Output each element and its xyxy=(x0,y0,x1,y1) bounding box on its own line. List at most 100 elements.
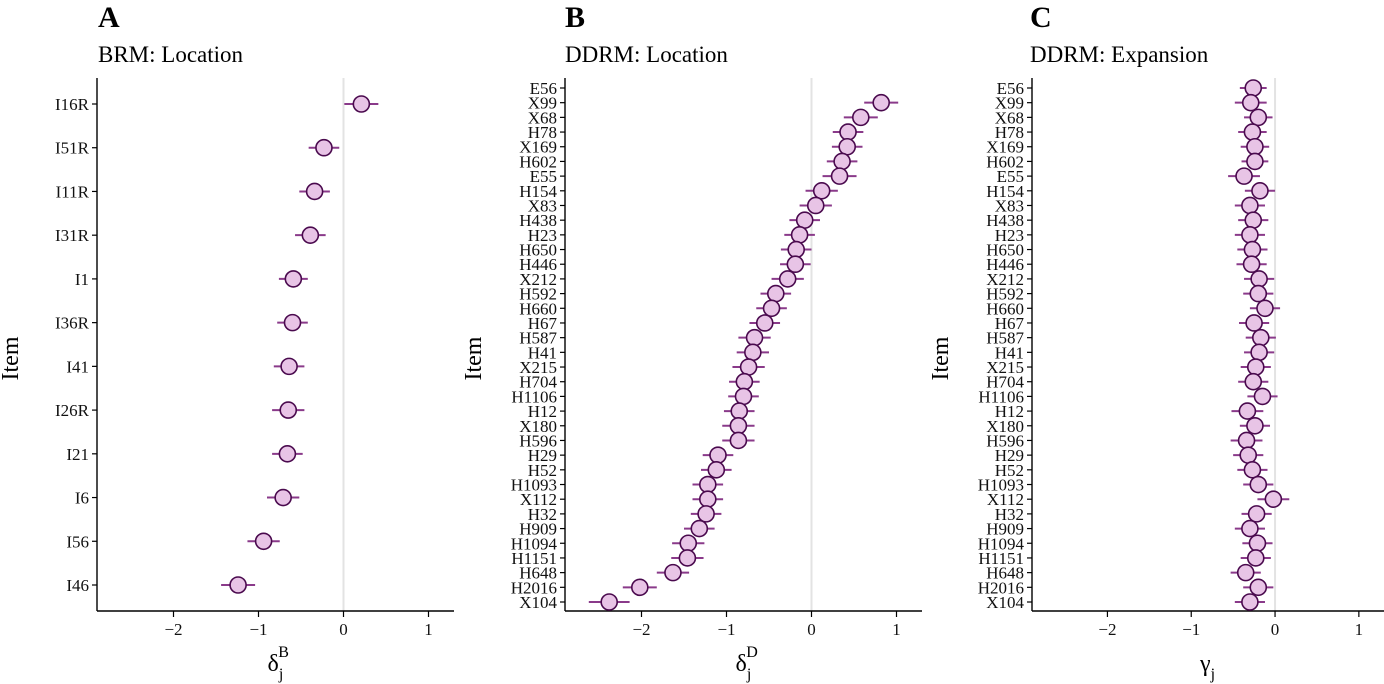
y-tick-label: H12 xyxy=(995,402,1024,421)
x-axis-superscript: D xyxy=(746,644,758,661)
y-tick-label: H592 xyxy=(519,285,557,304)
y-tick-label: H2016 xyxy=(978,578,1024,597)
estimate-point xyxy=(229,576,247,594)
y-tick-label: H154 xyxy=(986,182,1024,201)
estimate-point xyxy=(739,358,758,376)
estimate-point xyxy=(872,93,891,112)
x-tick-label: −2 xyxy=(164,620,182,639)
estimate-point xyxy=(1243,461,1262,479)
y-tick-label: H660 xyxy=(986,299,1024,318)
y-tick-label: H587 xyxy=(519,329,557,348)
estimate-point xyxy=(1244,372,1263,391)
y-tick-label: H78 xyxy=(995,123,1024,142)
y-tick-label: H446 xyxy=(986,255,1024,274)
estimate-point xyxy=(838,137,857,156)
y-tick-label: H41 xyxy=(995,343,1024,362)
estimate-point xyxy=(833,152,851,171)
x-tick-label: −1 xyxy=(717,620,735,639)
y-tick-label: H648 xyxy=(519,564,557,583)
y-tick-label: H1094 xyxy=(978,534,1025,553)
estimate-point xyxy=(1251,182,1269,200)
estimate-point xyxy=(730,402,749,420)
y-tick-label: E55 xyxy=(997,167,1024,186)
estimate-point xyxy=(1256,299,1274,318)
y-tick-label: I46 xyxy=(66,576,89,595)
y-tick-label: I36R xyxy=(55,314,90,333)
estimate-point xyxy=(1246,549,1265,567)
estimate-point xyxy=(745,328,764,347)
estimate-point xyxy=(734,387,753,406)
estimate-point xyxy=(830,167,849,185)
estimate-point xyxy=(1249,578,1268,597)
y-tick-label: I6 xyxy=(75,489,89,508)
y-tick-label: I51R xyxy=(55,139,90,158)
x-tick-label: −1 xyxy=(1182,620,1200,639)
estimate-point xyxy=(795,211,814,229)
estimate-point xyxy=(1249,475,1268,494)
y-tick-label: X212 xyxy=(986,270,1024,289)
x-tick-label: −2 xyxy=(1098,620,1116,639)
y-tick-label: X212 xyxy=(519,270,557,289)
y-tick-label: H41 xyxy=(528,343,557,362)
y-tick-label: I21 xyxy=(66,445,89,464)
y-axis-title: Item xyxy=(0,336,24,380)
x-axis-title: δjB xyxy=(268,644,289,683)
estimate-point xyxy=(679,534,698,553)
y-tick-label: H650 xyxy=(519,241,557,260)
x-axis-superscript: B xyxy=(278,644,289,661)
y-tick-label: H602 xyxy=(519,152,557,171)
estimate-point xyxy=(1241,519,1259,538)
y-tick-label: H154 xyxy=(519,182,557,201)
x-axis-title: δjD xyxy=(736,644,758,683)
x-tick-label: 1 xyxy=(892,620,901,639)
estimate-point xyxy=(778,270,797,288)
y-tick-label: H1151 xyxy=(978,549,1024,568)
x-axis-subscript: j xyxy=(278,666,283,683)
estimate-point xyxy=(698,475,717,494)
panel-title: DDRM: Expansion xyxy=(1030,42,1209,67)
y-axis-title: Item xyxy=(928,336,954,380)
estimate-point xyxy=(600,593,619,611)
estimate-point xyxy=(1237,431,1256,450)
y-tick-label: H592 xyxy=(986,285,1024,304)
y-tick-label: I26R xyxy=(55,401,90,420)
y-tick-label: H1106 xyxy=(978,387,1024,406)
y-tick-label: X215 xyxy=(519,358,557,377)
y-tick-label: H1151 xyxy=(511,549,557,568)
y-tick-label: I1 xyxy=(75,270,89,289)
y-tick-label: H1106 xyxy=(511,387,557,406)
estimate-point xyxy=(1241,593,1259,611)
estimate-point xyxy=(766,284,785,303)
x-tick-label: 1 xyxy=(1355,620,1364,639)
y-tick-label: X180 xyxy=(519,417,557,436)
panel-b: B DDRM: Location −2 −1 0 1 E56X99X68H78X169H60… xyxy=(461,1,922,683)
estimate-point xyxy=(1238,402,1257,420)
panel-title: BRM: Location xyxy=(98,42,244,67)
y-tick-label: H704 xyxy=(986,373,1024,392)
x-tick-label: 0 xyxy=(807,620,816,639)
y-tick-label: H1094 xyxy=(511,534,558,553)
estimate-point xyxy=(1250,343,1268,362)
estimate-point xyxy=(678,549,697,567)
y-tick-label: H602 xyxy=(986,152,1024,171)
estimate-point xyxy=(709,446,727,464)
estimate-point xyxy=(274,488,292,507)
estimate-point xyxy=(1242,255,1261,274)
y-tick-label: E55 xyxy=(530,167,557,186)
y-tick-label: X112 xyxy=(987,490,1024,509)
estimate-point xyxy=(697,505,715,523)
estimate-point xyxy=(1235,167,1253,185)
y-tick-label: E56 xyxy=(530,79,557,98)
y-tick-label: I41 xyxy=(66,357,89,376)
y-tick-label: H78 xyxy=(528,123,557,142)
y-tick-label: H52 xyxy=(528,461,557,480)
estimate-point xyxy=(352,95,371,113)
y-tick-label: H909 xyxy=(986,520,1024,539)
panel-title: DDRM: Location xyxy=(565,42,728,67)
y-tick-label: X112 xyxy=(520,490,557,509)
estimate-point xyxy=(698,490,717,509)
x-axis-symbol: δ xyxy=(268,651,279,677)
y-tick-label: X215 xyxy=(986,358,1024,377)
y-tick-label: H1093 xyxy=(978,476,1024,495)
